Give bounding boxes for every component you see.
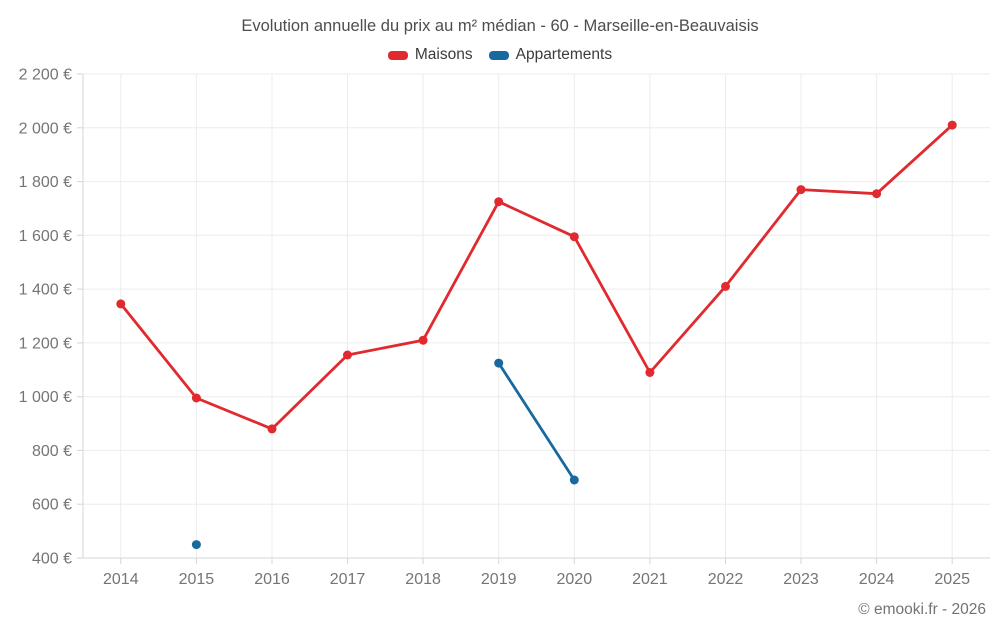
y-tick-label: 1 800 €: [19, 174, 72, 191]
data-point-maisons: [721, 281, 730, 291]
maisons-swatch-icon: [387, 50, 408, 60]
legend-item-appartements[interactable]: Appartements: [488, 46, 613, 64]
copyright-text: © emooki.fr - 2026: [858, 601, 986, 618]
data-point-maisons: [494, 197, 504, 207]
x-tick-label: 2025: [934, 571, 970, 588]
appartements-swatch-icon: [488, 50, 509, 60]
x-tick-label: 2024: [859, 571, 895, 588]
y-tick-label: 2 200 €: [19, 67, 72, 84]
data-point-maisons: [872, 189, 882, 199]
data-point-appartements: [569, 475, 579, 485]
x-tick-label: 2015: [179, 571, 215, 588]
data-point-maisons: [267, 424, 277, 434]
data-point-maisons: [645, 368, 655, 377]
data-point-maisons: [569, 232, 579, 242]
y-tick-label: 2 000 €: [19, 120, 72, 137]
series-line-appartements: [497, 361, 576, 482]
data-point-maisons: [343, 350, 352, 360]
y-tick-label: 1 400 €: [19, 282, 72, 299]
x-tick-label: 2016: [254, 571, 290, 588]
chart-legend: Maisons Appartements: [0, 46, 1000, 64]
data-point-maisons: [116, 299, 126, 309]
x-tick-label: 2020: [557, 571, 593, 588]
y-tick-label: 1 000 €: [19, 389, 72, 406]
x-tick-label: 2018: [405, 571, 441, 588]
data-point-maisons: [947, 120, 957, 130]
x-tick-label: 2017: [330, 571, 366, 588]
legend-item-maisons[interactable]: Maisons: [387, 46, 473, 64]
legend-label-appartements: Appartements: [515, 46, 613, 63]
y-tick-label: 800 €: [32, 443, 72, 460]
x-tick-label: 2023: [783, 571, 819, 588]
data-point-maisons: [796, 185, 806, 195]
x-tick-label: 2014: [103, 571, 139, 588]
y-tick-label: 1 600 €: [19, 228, 72, 245]
legend-label-maisons: Maisons: [414, 46, 473, 63]
data-point-appartements: [494, 358, 504, 368]
chart-title: Evolution annuelle du prix au m² médian …: [241, 17, 759, 35]
series-line-maisons: [119, 123, 954, 431]
x-tick-label: 2019: [481, 571, 517, 588]
y-tick-label: 600 €: [32, 497, 72, 514]
data-point-maisons: [418, 335, 428, 345]
x-tick-label: 2021: [632, 571, 668, 588]
x-tick-label: 2022: [708, 571, 744, 588]
y-tick-label: 400 €: [32, 551, 72, 568]
data-point-appartements: [191, 540, 201, 550]
y-tick-label: 1 200 €: [19, 335, 72, 352]
data-point-maisons: [191, 393, 201, 403]
